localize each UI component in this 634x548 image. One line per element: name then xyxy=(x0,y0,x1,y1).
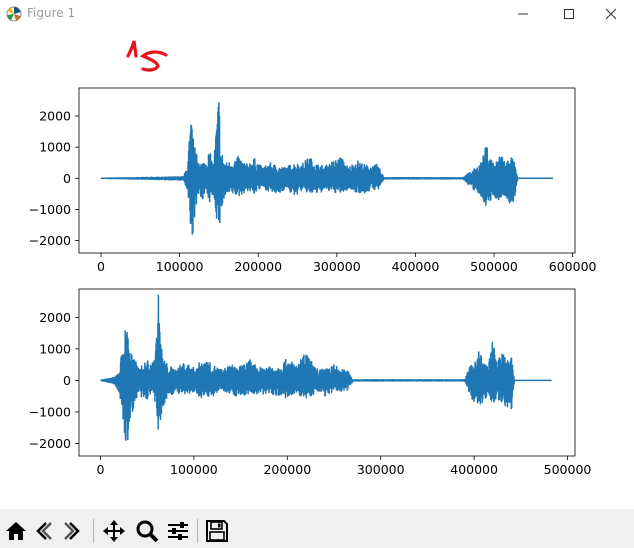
y-tick-label: −2000 xyxy=(29,233,71,248)
axes-bottom: 0 100000 200000 300000 400000 500000 −2000 −100… xyxy=(29,288,592,477)
minimize-button[interactable] xyxy=(500,0,546,28)
x-tick-label: 300000 xyxy=(357,462,405,477)
close-icon xyxy=(605,8,617,20)
axes-frame xyxy=(78,288,576,457)
y-tick-label: −1000 xyxy=(29,404,71,419)
x-tick-label: 0 xyxy=(97,259,105,274)
figure-canvas[interactable]: 15 0100000200000300000400000500000600000… xyxy=(0,28,634,508)
waveform-line xyxy=(100,102,554,235)
x-tick-label: 300000 xyxy=(313,259,361,274)
close-button[interactable] xyxy=(588,0,634,28)
y-tick-label: 2000 xyxy=(39,109,71,124)
toolbar-separator xyxy=(197,519,198,543)
title-bar: Figure 1 xyxy=(0,0,634,28)
axes-top: 0 100000 200000 300000 400000 500000 600000 −20… xyxy=(29,87,597,274)
x-tick-label: 600000 xyxy=(549,259,597,274)
window-title: Figure 1 xyxy=(27,6,76,20)
pan-icon xyxy=(103,520,125,542)
y-tick-label: 1000 xyxy=(39,341,71,356)
navigation-toolbar xyxy=(0,509,634,548)
y-tick-label: −2000 xyxy=(29,436,71,451)
waveform-line xyxy=(99,294,553,441)
sliders-icon xyxy=(168,522,188,540)
zoom-button[interactable] xyxy=(133,517,161,545)
x-tick-label: 400000 xyxy=(392,259,440,274)
handwritten-annotation: 15 xyxy=(126,40,168,72)
x-tick-label: 100000 xyxy=(156,259,204,274)
y-tick-label: 1000 xyxy=(39,140,71,155)
toolbar-separator xyxy=(93,519,94,543)
maximize-icon xyxy=(564,9,574,19)
y-tick-label: 0 xyxy=(63,171,71,186)
matplotlib-logo-icon xyxy=(6,6,22,22)
x-tick-label: 400000 xyxy=(450,462,498,477)
x-tick-label: 0 xyxy=(97,462,105,477)
x-tick-label: 500000 xyxy=(544,462,592,477)
x-tick-label: 500000 xyxy=(470,259,518,274)
home-icon xyxy=(6,522,26,540)
y-tick-label: −1000 xyxy=(29,202,71,217)
axes-frame xyxy=(78,87,576,254)
save-icon xyxy=(206,520,228,542)
save-button[interactable] xyxy=(203,517,231,545)
back-button[interactable] xyxy=(30,517,58,545)
maximize-button[interactable] xyxy=(546,0,592,28)
figure-svg: 15 0100000200000300000400000500000600000… xyxy=(29,40,597,477)
zoom-icon xyxy=(136,520,159,543)
forward-arrow-icon xyxy=(64,522,80,540)
y-tick-label: 2000 xyxy=(39,310,71,325)
x-tick-label: 200000 xyxy=(234,259,282,274)
x-tick-label: 200000 xyxy=(263,462,311,477)
minimize-icon xyxy=(518,13,528,15)
home-button[interactable] xyxy=(2,517,30,545)
y-tick-label: 0 xyxy=(63,373,71,388)
configure-subplots-button[interactable] xyxy=(164,517,192,545)
back-arrow-icon xyxy=(36,522,52,540)
forward-button[interactable] xyxy=(58,517,86,545)
x-tick-label: 100000 xyxy=(170,462,218,477)
pan-button[interactable] xyxy=(100,517,128,545)
